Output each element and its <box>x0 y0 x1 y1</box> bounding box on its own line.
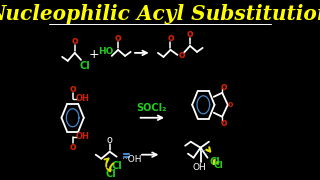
Text: o: o <box>220 118 227 128</box>
Text: o: o <box>69 142 76 152</box>
Text: SOCl₂: SOCl₂ <box>136 103 167 113</box>
Text: o: o <box>71 36 78 46</box>
Text: ··: ·· <box>204 150 209 159</box>
Text: Cl: Cl <box>209 157 220 167</box>
Text: ··: ·· <box>200 146 207 156</box>
Text: ··OH: ··OH <box>122 155 142 164</box>
Text: Cl: Cl <box>214 161 224 170</box>
Text: o: o <box>69 84 76 94</box>
Text: o: o <box>115 33 121 43</box>
Text: Cl: Cl <box>80 61 91 71</box>
Text: OH: OH <box>76 132 89 141</box>
Text: Cl: Cl <box>106 169 116 179</box>
Text: o: o <box>187 29 193 39</box>
Text: Cl: Cl <box>111 161 122 171</box>
Text: +: + <box>89 48 100 61</box>
Text: o: o <box>178 50 185 60</box>
Text: o: o <box>167 33 174 43</box>
Text: o: o <box>228 100 233 109</box>
Text: OH: OH <box>76 94 89 103</box>
Text: Nucleophilic Acyl Substitution: Nucleophilic Acyl Substitution <box>0 4 320 24</box>
Text: HO: HO <box>98 47 113 56</box>
Text: OH: OH <box>192 163 206 172</box>
Text: o: o <box>220 82 227 92</box>
Text: o: o <box>107 135 113 145</box>
